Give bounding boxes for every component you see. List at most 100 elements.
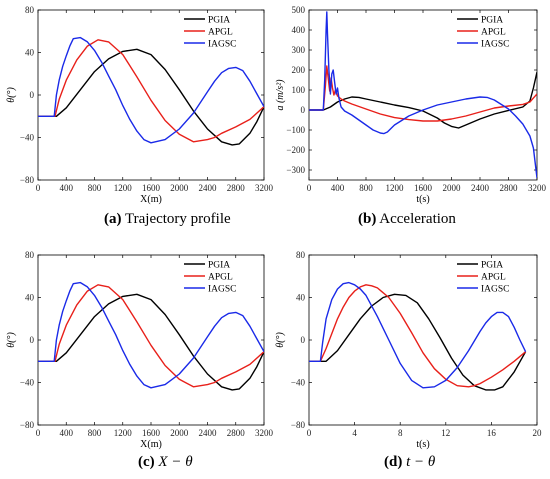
caption-c: (c) X − θ <box>138 454 193 471</box>
x-tick-label: 800 <box>88 428 102 438</box>
caption-b: (b) Acceleration <box>358 211 456 228</box>
caption-b-label: (b) <box>358 211 377 227</box>
x-tick-label: 2800 <box>227 428 246 438</box>
chart-d: 0 4 8 12 16 20 80 40 0 −40 −80 t(s) θ(°) PGIA APGL IAGS… <box>275 250 542 450</box>
chart-a: 0 400 800 1200 1600 2000 2400 2800 320080400−40−… <box>6 5 274 205</box>
x-tick-label: 0 <box>36 183 41 193</box>
y-tick-label: 40 <box>25 48 35 58</box>
y-tick-label: −80 <box>291 420 306 430</box>
y-tick-label: 400 <box>292 25 306 35</box>
x-tick-label: 1600 <box>142 183 161 193</box>
y-tick-label: 80 <box>296 250 306 260</box>
legend-label-iagsc: IAGSC <box>481 40 510 50</box>
y-tick-label: 80 <box>25 5 35 15</box>
x-tick-label: 12 <box>441 428 450 438</box>
y-tick-label: −80 <box>20 175 35 185</box>
series-line-iagsc <box>309 281 527 389</box>
legend-label-pgia: PGIA <box>208 16 230 26</box>
x-tick-label: 2800 <box>227 183 246 193</box>
y-tick-label: −40 <box>291 378 306 388</box>
legend-label-pgia: PGIA <box>481 16 503 26</box>
x-tick-label: 4 <box>352 428 357 438</box>
legend-label-apgl: APGL <box>481 273 506 283</box>
x-tick-label: 400 <box>331 183 345 193</box>
y-tick-label: −100 <box>286 125 305 135</box>
y-tick-label: 0 <box>301 335 306 345</box>
x-tick-label: 2000 <box>443 183 462 193</box>
x-tick-label: 16 <box>487 428 497 438</box>
series-line-apgl <box>309 284 527 388</box>
legend-label-apgl: APGL <box>481 28 506 38</box>
x-tick-label: 1600 <box>142 428 161 438</box>
caption-a-text: Trajectory profile <box>124 211 231 227</box>
y-tick-label: −40 <box>20 378 35 388</box>
x-tick-label: 2400 <box>199 183 218 193</box>
y-tick-label: −300 <box>286 165 305 175</box>
y-tick-label: 0 <box>30 335 35 345</box>
caption-d-text: t − θ <box>406 454 436 470</box>
y-tick-label: 500 <box>292 5 306 15</box>
y-tick-label: 40 <box>296 293 306 303</box>
x-tick-label: 3200 <box>255 428 274 438</box>
y-tick-label: 200 <box>292 65 306 75</box>
series-line-pgia <box>309 71 537 129</box>
x-tick-label: 400 <box>60 428 74 438</box>
chart-c: 0 400 800 1200 1600 2000 2400 2800 320080400−40−… <box>6 250 274 450</box>
x-tick-label: 1200 <box>386 183 405 193</box>
series-line-pgia <box>38 293 264 391</box>
y-axis-label: a (m/s²) <box>275 79 286 111</box>
series-line-iagsc <box>38 36 264 144</box>
x-tick-label: 0 <box>36 428 41 438</box>
x-tick-label: 8 <box>398 428 403 438</box>
x-axis-label: t(s) <box>416 439 429 450</box>
series-line-apgl <box>309 65 537 122</box>
legend-label-iagsc: IAGSC <box>208 285 237 295</box>
series-line-iagsc <box>309 11 537 179</box>
series-line-pgia <box>38 48 264 146</box>
x-tick-label: 800 <box>88 183 102 193</box>
y-tick-label: 80 <box>25 250 35 260</box>
y-tick-label: 100 <box>292 85 306 95</box>
x-tick-label: 0 <box>307 428 312 438</box>
x-tick-label: 2800 <box>500 183 519 193</box>
x-tick-label: 1600 <box>414 183 433 193</box>
y-axis-label: θ(°) <box>6 332 17 348</box>
x-tick-label: 2000 <box>170 428 189 438</box>
x-tick-label: 1200 <box>114 428 133 438</box>
x-axis-label: X(m) <box>140 194 162 205</box>
y-tick-label: 0 <box>30 90 35 100</box>
series-line-apgl <box>38 39 264 143</box>
x-tick-label: 1200 <box>114 183 133 193</box>
y-tick-label: −200 <box>286 145 305 155</box>
x-tick-label: 3200 <box>255 183 274 193</box>
caption-d-label: (d) <box>384 454 403 470</box>
legend-label-pgia: PGIA <box>481 261 503 271</box>
series-line-apgl <box>38 284 264 388</box>
y-tick-label: 40 <box>25 293 35 303</box>
y-tick-label: −80 <box>20 420 35 430</box>
chart-b: 0 400 800 1200 1600 2000 2400 2800 3200500400300… <box>275 5 547 205</box>
x-tick-label: 2400 <box>199 428 218 438</box>
x-tick-label: 0 <box>307 183 312 193</box>
y-tick-label: 0 <box>301 105 306 115</box>
x-tick-label: 800 <box>359 183 373 193</box>
y-axis-label: θ(°) <box>275 332 286 348</box>
caption-b-text: Acceleration <box>379 211 456 227</box>
x-tick-label: 2400 <box>471 183 490 193</box>
y-axis-label: θ(°) <box>6 87 17 103</box>
series-line-pgia <box>309 293 527 391</box>
y-tick-label: 300 <box>292 45 306 55</box>
x-tick-label: 2000 <box>170 183 189 193</box>
x-tick-label: 3200 <box>528 183 547 193</box>
x-axis-label: X(m) <box>140 439 162 450</box>
x-axis-label: t(s) <box>416 194 429 205</box>
y-tick-label: −40 <box>20 133 35 143</box>
caption-d: (d) t − θ <box>384 454 435 471</box>
caption-a-label: (a) <box>104 211 122 227</box>
series-line-iagsc <box>38 281 264 389</box>
legend-label-iagsc: IAGSC <box>208 40 237 50</box>
legend-label-apgl: APGL <box>208 273 233 283</box>
x-tick-label: 400 <box>60 183 74 193</box>
x-tick-label: 20 <box>533 428 543 438</box>
